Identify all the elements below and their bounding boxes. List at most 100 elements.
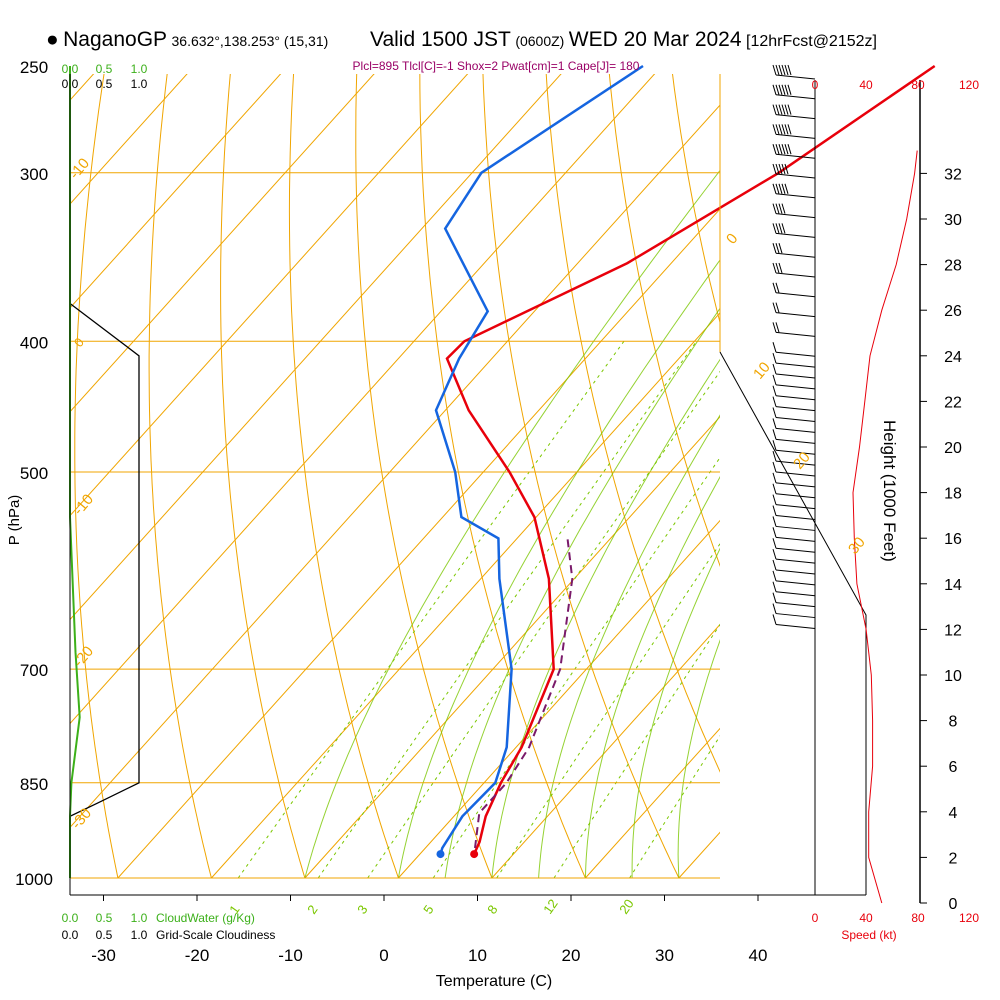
barb-flag [778, 223, 783, 234]
height-tick-label: 6 [949, 759, 958, 776]
barb-flag [787, 124, 792, 135]
dry-adiabat [355, 74, 493, 879]
wind-barb [772, 84, 816, 100]
wind-barb [772, 581, 816, 597]
temp-tick-label: 30 [655, 946, 674, 965]
barb-staff [775, 292, 816, 298]
barb-flag [778, 163, 783, 175]
barb-staff [775, 232, 816, 238]
barb-flag [772, 592, 777, 603]
pressure-axis-label: P (hPa) [6, 495, 23, 546]
barb-flag [772, 64, 777, 76]
barb-flag [775, 223, 780, 234]
barb-flag [775, 322, 780, 333]
barb-flag [784, 64, 789, 76]
mixing-ratio-label: 2 [304, 902, 320, 917]
surface-dew-dot [436, 850, 445, 859]
header: ● NaganoGP 36.632°,138.253° (15,31) [46, 28, 328, 52]
pressure-tick-label: 700 [20, 661, 48, 680]
barb-staff [775, 504, 816, 510]
barb-flag [775, 64, 780, 76]
barb-staff [775, 153, 816, 159]
cloudiness-tick-bottom: 0.0 [62, 928, 79, 942]
cloudiness-tick-bottom: 1.0 [131, 928, 148, 942]
height-tick-label: 8 [949, 714, 958, 731]
barb-flag [787, 144, 792, 155]
moist-adiabat [444, 307, 720, 879]
wind-barb [772, 322, 816, 337]
barb-flag [772, 163, 777, 175]
moist-adiabat [584, 476, 720, 879]
barb-flag [772, 104, 777, 115]
valid-time: Valid 1500 JST (0600Z) WED 20 Mar 2024 [… [370, 28, 877, 52]
barb-flag [772, 538, 777, 549]
barb-flag [775, 243, 780, 254]
mixing-ratio-line [367, 370, 720, 879]
barb-flag [772, 559, 777, 571]
barb-flag [775, 163, 780, 175]
temp-tick-label: -20 [185, 946, 210, 965]
barb-flag [772, 385, 777, 396]
barb-flag [775, 262, 780, 274]
height-tick-label: 14 [944, 577, 962, 594]
barb-flag [784, 124, 789, 135]
mixing-ratio-label: 3 [354, 902, 370, 917]
temp-tick-label: 10 [468, 946, 487, 965]
barb-staff [775, 602, 816, 608]
height-tick-label: 26 [944, 303, 962, 320]
barb-staff [775, 547, 816, 553]
barb-staff [775, 449, 816, 455]
barb-flag [772, 494, 777, 505]
barb-staff [775, 373, 816, 379]
station-coords: 36.632°,138.253° (15,31) [171, 33, 329, 49]
barb-staff [775, 351, 816, 357]
barb-flag [772, 302, 777, 313]
forecast-info: [12hrFcst@2152z] [746, 33, 877, 50]
wind-barb [772, 407, 816, 423]
mixing-ratio-label: 20 [616, 896, 637, 916]
barb-flag [772, 203, 777, 214]
wind-barb [772, 385, 816, 401]
dry-adiabat [545, 74, 720, 773]
wind-barb [772, 559, 816, 575]
wind-barb [772, 548, 816, 564]
barb-flag [787, 84, 792, 95]
barb-flag [781, 144, 786, 155]
height-tick-label: 4 [949, 805, 958, 822]
wind-barb [772, 527, 816, 542]
barb-staff [775, 173, 816, 179]
wind-barb [772, 144, 816, 159]
barb-flag [778, 84, 783, 95]
barb-staff [775, 580, 816, 586]
isotherm-label: 0 [723, 230, 741, 247]
mixing-ratio-label: 12 [540, 896, 561, 916]
dry-adiabat [288, 74, 399, 879]
height-tick-label: 10 [944, 668, 962, 685]
mixing-ratio-label: 8 [484, 902, 500, 917]
barb-staff [775, 395, 816, 401]
dewpoint-line [434, 64, 644, 855]
valid-date: WED 20 Mar 2024 [568, 28, 742, 51]
barb-flag [781, 183, 786, 194]
sounding-indices: Plcl=895 Tlcl[C]=-1 Shox=2 Pwat[cm]=1 Ca… [353, 59, 640, 73]
wind-barb [772, 374, 816, 390]
wind-barb [772, 243, 816, 258]
parcel-line [474, 538, 574, 849]
wind-barb [772, 440, 816, 455]
barb-flag [784, 84, 789, 95]
pressure-tick-label: 250 [20, 58, 48, 77]
height-tick-label: 2 [949, 850, 958, 867]
barb-flag [772, 124, 777, 135]
isotherm-label: -20 [70, 643, 97, 671]
barb-flag [784, 144, 789, 155]
cloudwater-tick-top: 0.5 [96, 62, 113, 76]
isotherm-line [398, 519, 720, 879]
isotherm-label: 10 [750, 359, 774, 383]
barb-flag [772, 548, 777, 560]
wind-barb [772, 429, 816, 444]
barb-staff [775, 591, 816, 597]
barb-flag [772, 407, 777, 418]
speed-tick-bottom: 120 [959, 911, 979, 925]
barb-flag [775, 84, 780, 95]
